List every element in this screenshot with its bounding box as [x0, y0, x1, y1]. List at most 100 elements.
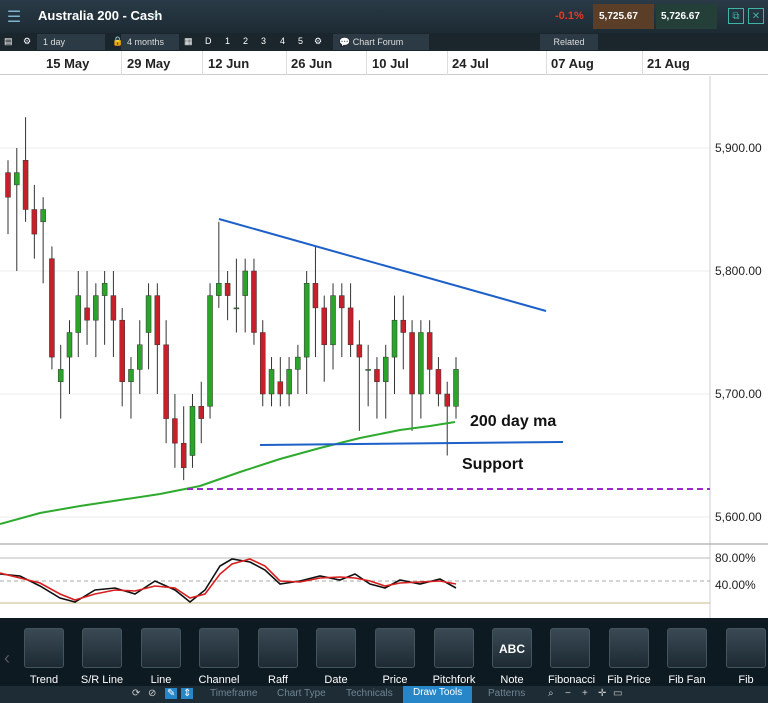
search-zoom-icon[interactable]: ⌕	[548, 688, 554, 699]
tab-chart-type[interactable]: Chart Type	[277, 688, 326, 699]
pitchfork-icon	[434, 628, 474, 668]
fib-icon	[726, 628, 766, 668]
candle	[444, 393, 450, 407]
date-axis: 15 May 29 May 12 Jun 26 Jun 10 Jul 24 Ju…	[0, 51, 768, 75]
tab-draw-tools[interactable]: Draw Tools	[403, 686, 473, 703]
tab-timeframe[interactable]: Timeframe	[210, 688, 258, 699]
tool-channel[interactable]: Channel	[197, 628, 241, 686]
candle	[259, 332, 266, 395]
candle	[110, 295, 117, 321]
osc-label: 80.00%	[715, 551, 756, 565]
refresh-icon[interactable]: ⟳	[132, 688, 141, 699]
y-label: 5,900.00	[715, 141, 762, 155]
candle	[5, 172, 11, 198]
candle	[347, 307, 354, 346]
candle	[242, 270, 248, 296]
candle	[321, 307, 327, 346]
sell-price-button[interactable]: 5,725.67	[593, 4, 654, 29]
period-d[interactable]: D	[205, 36, 212, 46]
tool-label: Fibonacci	[548, 674, 596, 686]
interval-select[interactable]: 1 day	[37, 34, 105, 50]
candle	[382, 356, 389, 382]
moving-average-line	[0, 421, 456, 525]
channel-icon	[199, 628, 239, 668]
period-3[interactable]: 3	[261, 36, 267, 46]
search-icon[interactable]: ⌕	[152, 7, 160, 22]
candle	[14, 172, 20, 186]
tool-s-r-line[interactable]: S/R Line	[80, 628, 124, 686]
candle	[75, 295, 82, 333]
tool-label: Line	[150, 674, 172, 686]
period-5[interactable]: 5	[298, 36, 304, 46]
settings-icon[interactable]: ⚙	[314, 36, 323, 46]
tool-label: Date	[324, 674, 348, 686]
candle	[172, 418, 178, 444]
arrows-icon[interactable]: ⇕	[181, 688, 194, 699]
popout-icon[interactable]: ⧉	[728, 8, 744, 24]
no-icon[interactable]: ⊘	[148, 688, 157, 699]
candle	[295, 356, 301, 370]
candle	[330, 295, 336, 346]
pencil-icon[interactable]: ✎	[165, 688, 178, 699]
candle	[198, 406, 205, 419]
tool-fib[interactable]: Fib	[724, 628, 768, 686]
candle	[66, 332, 73, 358]
menu-icon[interactable]: ☰	[6, 8, 22, 26]
tool-fib-price[interactable]: Fib Price	[607, 628, 651, 686]
candle	[180, 442, 187, 469]
tool-label: Raff	[268, 674, 288, 686]
crosshair-icon[interactable]: ✛	[598, 688, 607, 699]
candle	[365, 369, 371, 371]
candle	[374, 369, 380, 382]
tool-fibonacci[interactable]: Fibonacci	[548, 628, 596, 686]
chat-icon: 💬	[339, 36, 353, 47]
candle	[137, 344, 143, 370]
candle	[303, 283, 310, 358]
period-4[interactable]: 4	[280, 36, 286, 46]
date-label: 10 Jul	[372, 56, 409, 71]
tool-trend[interactable]: Trend	[22, 628, 66, 686]
tool-date[interactable]: Date	[314, 628, 358, 686]
period-2[interactable]: 2	[243, 36, 249, 46]
lock-icon[interactable]: 🔒	[112, 36, 124, 46]
layout-icon[interactable]: ▤	[4, 36, 13, 46]
data-icon[interactable]: ▭	[613, 688, 623, 699]
range-select[interactable]: 4 months	[121, 34, 179, 50]
tool-pitchfork[interactable]: Pitchfork	[432, 628, 476, 686]
tool-note[interactable]: ABC Note	[490, 628, 534, 686]
candle	[189, 406, 196, 456]
buy-price-button[interactable]: 5,726.67	[656, 4, 717, 29]
candle	[49, 258, 55, 358]
tab-patterns[interactable]: Patterns	[488, 688, 526, 699]
candle	[251, 270, 257, 333]
date-label: 24 Jul	[452, 56, 489, 71]
tool-label: Price	[382, 674, 408, 686]
chevron-left-icon[interactable]: ‹	[4, 648, 10, 668]
tool-price[interactable]: Price	[373, 628, 417, 686]
period-1[interactable]: 1	[225, 36, 231, 46]
bottom-tab-bar: ⟳ ⊘ ✎ ⇕ Timeframe Chart Type Technicals …	[0, 686, 768, 703]
tool-label: S/R Line	[80, 674, 124, 686]
zoom-in-icon[interactable]: +	[582, 688, 588, 699]
zoom-out-icon[interactable]: −	[565, 688, 571, 699]
y-label: 5,600.00	[715, 510, 762, 524]
tool-raff[interactable]: Raff	[256, 628, 300, 686]
oscillator-line-red	[0, 558, 457, 601]
related-button[interactable]: Related	[540, 34, 598, 50]
tool-line[interactable]: Line	[139, 628, 183, 686]
gear-icon[interactable]: ⚙	[23, 36, 32, 46]
date-label: 12 Jun	[208, 56, 250, 71]
calendar-icon[interactable]: ▦	[184, 36, 193, 46]
chart-forum-button[interactable]: 💬 Chart Forum	[333, 34, 429, 50]
candle	[268, 369, 275, 395]
top-bar: ☰ Australia 200 - Cash ⌕ -0.1% 5,725.67 …	[0, 0, 768, 33]
candle	[286, 369, 292, 395]
candle	[233, 307, 240, 310]
support-annotation: Support	[462, 456, 524, 473]
price-chart[interactable]: 200 day ma Support 5,900.00 5,800.00 5,7…	[0, 76, 768, 618]
candle	[312, 283, 319, 309]
tool-fib-fan[interactable]: Fib Fan	[665, 628, 709, 686]
support-trendline	[259, 441, 564, 446]
tab-technicals[interactable]: Technicals	[346, 688, 393, 699]
close-icon[interactable]: ✕	[748, 8, 764, 24]
